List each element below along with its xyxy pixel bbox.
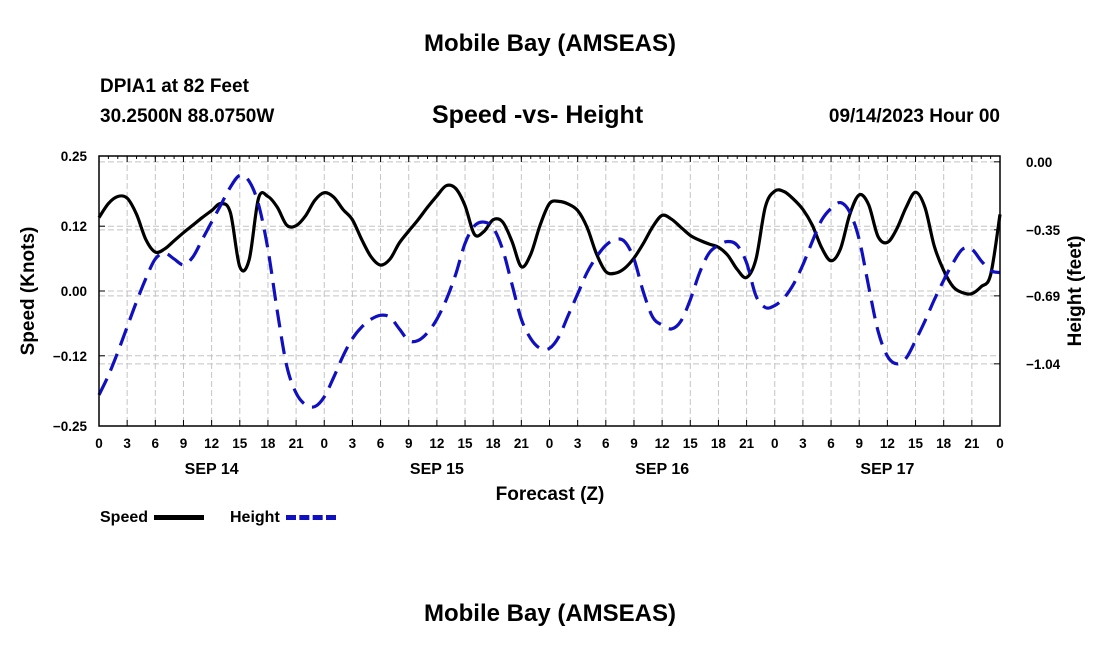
- y-left-tick-label: −0.25: [53, 419, 88, 434]
- x-axis-title: Forecast (Z): [496, 484, 605, 505]
- station-name: DPIA1 at 82 Feet: [100, 76, 249, 97]
- x-tick-label: 12: [655, 436, 670, 451]
- x-date-label: SEP 14: [185, 461, 239, 478]
- x-tick-label: 6: [827, 436, 835, 451]
- y-right-tick-label: −0.35: [1026, 223, 1061, 238]
- x-tick-label: 21: [964, 436, 980, 451]
- x-tick-label: 3: [574, 436, 582, 451]
- y-left-tick-label: 0.00: [61, 284, 87, 299]
- x-tick-label: 15: [458, 436, 474, 451]
- series-line-speed: [97, 183, 1002, 296]
- axes: 0 3 6 9 12 15 18 21 0 3 6 9 12 15 18 21 0 3 6 9 12 15 18 21 0 3 6 9…: [53, 149, 1061, 478]
- x-tick-label: 21: [289, 436, 305, 451]
- x-tick-label: 0: [996, 436, 1004, 451]
- x-date-label: SEP 15: [410, 461, 464, 478]
- y-left-tick-label: 0.12: [61, 219, 87, 234]
- x-tick-label: 6: [602, 436, 610, 451]
- x-tick-label: 0: [771, 436, 779, 451]
- x-tick-label: 18: [260, 436, 276, 451]
- y-left-tick-label: −0.12: [53, 349, 87, 364]
- y-right-tick-label: −1.04: [1026, 357, 1061, 372]
- y-right-tick-label: 0.00: [1026, 155, 1052, 170]
- y-right-tick-label: −0.69: [1026, 289, 1060, 304]
- page-title: Mobile Bay (AMSEAS): [423, 30, 677, 57]
- x-tick-label: 21: [739, 436, 755, 451]
- legend-item-speed: Speed: [100, 509, 205, 527]
- station-coordinates: 30.2500N 88.0750W: [100, 106, 275, 127]
- legend-swatch-height: [286, 515, 337, 521]
- forecast-run-time: 09/14/2023 Hour 00: [828, 106, 1000, 127]
- x-tick-label: 12: [429, 436, 444, 451]
- x-date-label: SEP 17: [860, 461, 914, 478]
- x-tick-label: 18: [936, 436, 952, 451]
- y-axis-right-title: Height (feet): [1065, 236, 1086, 347]
- legend-label-height: Height: [230, 509, 280, 526]
- x-tick-label: 9: [630, 436, 638, 451]
- x-date-label: SEP 16: [635, 461, 689, 478]
- legend-item-height: Height: [230, 509, 337, 527]
- x-tick-label: 3: [799, 436, 807, 451]
- x-tick-label: 15: [908, 436, 924, 451]
- x-tick-label: 12: [880, 436, 895, 451]
- x-tick-label: 18: [711, 436, 727, 451]
- x-tick-label: 3: [123, 436, 131, 451]
- x-tick-label: 21: [514, 436, 530, 451]
- x-tick-label: 15: [683, 436, 699, 451]
- y-axis-left-title: Speed (Knots): [18, 227, 39, 356]
- chart-subtitle: Speed -vs- Height: [432, 101, 644, 129]
- x-tick-label: 9: [180, 436, 188, 451]
- y-left-tick-label: 0.25: [61, 149, 88, 164]
- x-tick-label: 18: [486, 436, 502, 451]
- x-tick-label: 9: [405, 436, 413, 451]
- footer-title: Mobile Bay (AMSEAS): [423, 600, 677, 627]
- x-tick-label: 0: [95, 436, 103, 451]
- x-tick-label: 3: [349, 436, 357, 451]
- x-tick-label: 15: [232, 436, 248, 451]
- grid-lines: [99, 156, 1000, 426]
- legend-swatch-speed: [154, 515, 205, 521]
- series-line-height: [97, 173, 1001, 409]
- x-tick-label: 6: [152, 436, 160, 451]
- x-tick-label: 9: [855, 436, 863, 451]
- x-tick-label: 0: [320, 436, 328, 451]
- x-tick-label: 12: [204, 436, 219, 451]
- series-layer: [97, 173, 1002, 409]
- x-tick-label: 6: [377, 436, 385, 451]
- x-tick-label: 0: [546, 436, 554, 451]
- legend-label-speed: Speed: [100, 509, 149, 526]
